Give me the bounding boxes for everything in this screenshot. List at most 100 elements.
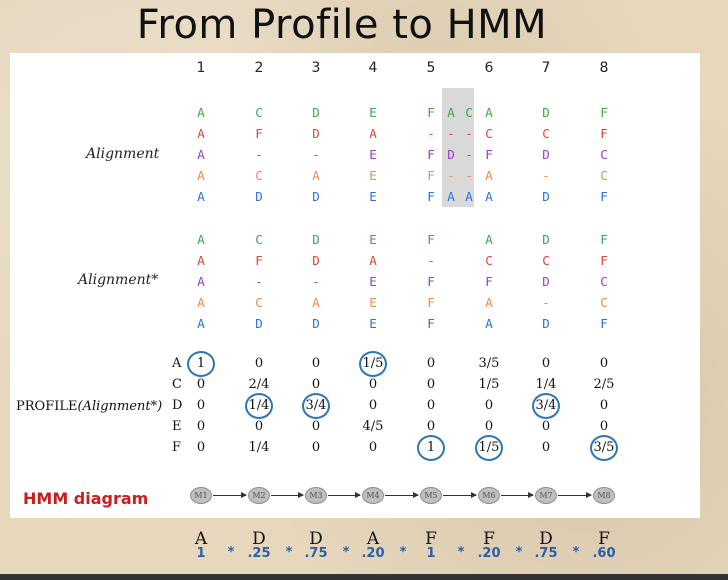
- hmm-state-label: M8: [597, 491, 611, 500]
- hmm-state: M1: [190, 487, 212, 504]
- alignment-cell: E: [369, 316, 377, 331]
- alignment-cell: -: [465, 126, 473, 141]
- alignment-cell: C: [600, 274, 608, 289]
- bottom-edge: [0, 574, 728, 580]
- profile-cell: 0: [541, 419, 551, 434]
- profile-label-arg: (Alignment*): [77, 399, 163, 414]
- alignment-cell: C: [255, 232, 263, 247]
- profile-cell: 1/5: [478, 377, 500, 392]
- consensus-letter: F: [483, 529, 495, 549]
- alignment-cell: F: [427, 274, 435, 289]
- multiply-symbol: *: [399, 545, 407, 560]
- alignment-cell: D: [542, 189, 550, 204]
- alignment-cell: -: [427, 126, 435, 141]
- profile-cell: 0: [541, 440, 551, 455]
- alignment-cell: A: [197, 295, 205, 310]
- transition-arrow: [271, 492, 304, 498]
- alignment-cell: A: [447, 105, 455, 120]
- hmm-state: M8: [593, 487, 615, 504]
- emission-probability: .75: [534, 546, 558, 561]
- alignment-cell: D: [312, 189, 320, 204]
- alignment-cell: A: [485, 189, 493, 204]
- alignment-cell: A: [369, 253, 377, 268]
- profile-label: PROFILE(Alignment*): [16, 399, 162, 414]
- emission-probability: .25: [247, 546, 271, 561]
- alignment-cell: C: [485, 126, 493, 141]
- alignment-cell: D: [542, 232, 550, 247]
- hmm-state-label: M3: [309, 491, 323, 500]
- hmm-diagram-label: HMM diagram: [23, 489, 149, 508]
- hmm-state: M4: [362, 487, 384, 504]
- alignment-cell: E: [369, 168, 377, 183]
- alignment-cell: C: [465, 105, 473, 120]
- alignment-cell: E: [369, 147, 377, 162]
- alignment-cell: F: [427, 147, 435, 162]
- alignment-cell: D: [312, 253, 320, 268]
- max-value-circle: [417, 435, 445, 461]
- alignment-cell: F: [485, 147, 493, 162]
- profile-cell: 4/5: [362, 419, 384, 434]
- hmm-state: M6: [478, 487, 500, 504]
- column-number: 4: [368, 60, 378, 76]
- alignment-cell: A: [197, 147, 205, 162]
- profile-cell: 0: [311, 377, 321, 392]
- alignment-cell: E: [369, 274, 377, 289]
- alignment-cell: C: [255, 105, 263, 120]
- profile-cell: 0: [196, 440, 206, 455]
- max-value-circle: [187, 351, 215, 377]
- emission-probability: .20: [477, 546, 501, 561]
- alignment-cell: A: [369, 126, 377, 141]
- alignment-cell: D: [312, 232, 320, 247]
- profile-cell: 0: [196, 398, 206, 413]
- alignment-cell: C: [600, 168, 608, 183]
- max-value-circle: [590, 435, 618, 461]
- alignment-cell: A: [197, 253, 205, 268]
- alignment-cell: A: [197, 274, 205, 289]
- multiply-symbol: *: [515, 545, 523, 560]
- emission-probability: 1: [196, 546, 206, 561]
- profile-cell: 0: [599, 419, 609, 434]
- transition-arrow: [501, 492, 534, 498]
- alignment-cell: D: [312, 126, 320, 141]
- alignment-cell: D: [312, 316, 320, 331]
- profile-cell: 0: [311, 440, 321, 455]
- alignment-cell: E: [369, 232, 377, 247]
- alignment-cell: D: [255, 189, 263, 204]
- profile-cell: 0: [311, 356, 321, 371]
- alignment-cell: -: [427, 253, 435, 268]
- gap-column-highlight: [442, 88, 474, 207]
- alignment-cell: D: [542, 105, 550, 120]
- profile-cell: 0: [426, 377, 436, 392]
- transition-arrow: [385, 492, 419, 498]
- alignment-cell: E: [369, 295, 377, 310]
- profile-cell: 0: [368, 398, 378, 413]
- alignment-cell: F: [427, 232, 435, 247]
- alignment-cell: F: [600, 316, 608, 331]
- alignment-cell: F: [427, 105, 435, 120]
- alignment-cell: A: [197, 168, 205, 183]
- alignment-cell: D: [542, 147, 550, 162]
- consensus-letter: D: [252, 529, 266, 549]
- column-number: 5: [426, 60, 436, 76]
- alignment-cell: E: [369, 189, 377, 204]
- column-number: 1: [196, 60, 206, 76]
- alignment-cell: -: [542, 295, 550, 310]
- profile-cell: 0: [484, 419, 494, 434]
- alignment-cell: -: [255, 274, 263, 289]
- alignment-cell: -: [447, 126, 455, 141]
- alignment-cell: A: [485, 232, 493, 247]
- alignment-cell: -: [465, 168, 473, 183]
- hmm-state: M3: [305, 487, 327, 504]
- multiply-symbol: *: [572, 545, 580, 560]
- alignment-cell: A: [312, 168, 320, 183]
- multiply-symbol: *: [342, 545, 350, 560]
- alignment-cell: F: [255, 253, 263, 268]
- alignment-cell: A: [465, 189, 473, 204]
- max-value-circle: [475, 435, 503, 461]
- alignment-cell: F: [600, 253, 608, 268]
- alignment-cell: -: [312, 147, 320, 162]
- multiply-symbol: *: [457, 545, 465, 560]
- alignment-cell: A: [312, 295, 320, 310]
- consensus-letter: A: [366, 529, 380, 549]
- alignment-cell: C: [255, 295, 263, 310]
